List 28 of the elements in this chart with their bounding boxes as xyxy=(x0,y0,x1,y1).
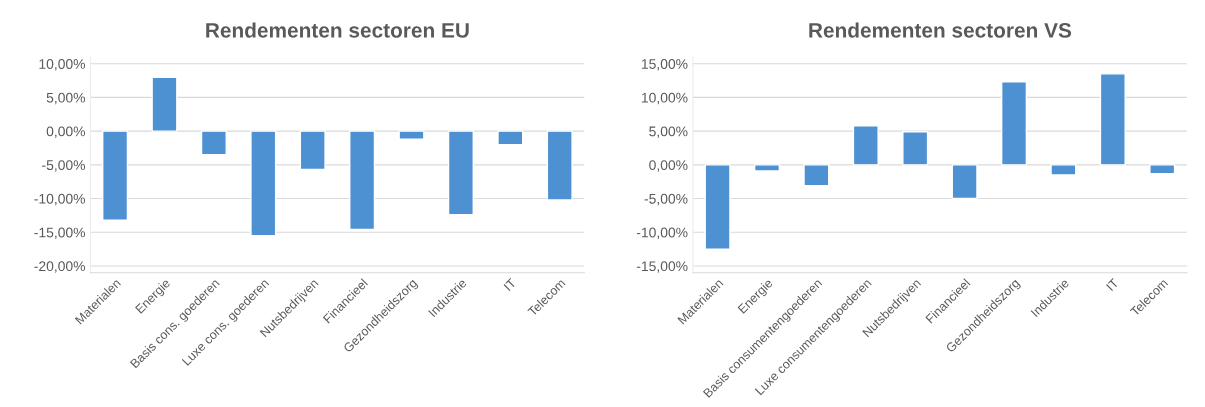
x-tick-label: IT xyxy=(1106,278,1120,291)
x-tick-label: IT xyxy=(503,278,517,291)
y-tick-label: -15,00% xyxy=(636,261,688,273)
y-tick-label: 10,00% xyxy=(641,92,688,105)
y-tick-label: -10,00% xyxy=(34,193,86,206)
bar xyxy=(753,164,781,172)
y-tick-label: -5,00% xyxy=(42,160,86,172)
bar xyxy=(803,164,830,187)
bar xyxy=(902,131,929,166)
bar xyxy=(1099,73,1126,166)
bar xyxy=(1050,164,1077,176)
bar xyxy=(1149,164,1176,175)
y-tick-label: 10,00% xyxy=(39,59,86,71)
bar xyxy=(852,125,879,166)
y-tick-label: 15,00% xyxy=(641,59,688,71)
bar xyxy=(1000,81,1028,166)
y-tick-label: -5,00% xyxy=(644,193,688,206)
y-tick-label: 0,00% xyxy=(649,160,688,172)
bar xyxy=(951,164,978,200)
chart-title: Rendementen sectoren VS xyxy=(809,22,1072,38)
y-tick-label: -10,00% xyxy=(636,227,688,240)
y-tick-label: -20,00% xyxy=(34,261,86,273)
chart-title: Rendementen sectoren EU xyxy=(206,22,469,38)
y-tick-label: 0,00% xyxy=(46,126,86,138)
y-tick-label: 5,00% xyxy=(649,126,688,138)
y-tick-label: -15,00% xyxy=(34,227,86,240)
y-tick-label: 5,00% xyxy=(46,92,86,105)
bar xyxy=(704,164,731,250)
